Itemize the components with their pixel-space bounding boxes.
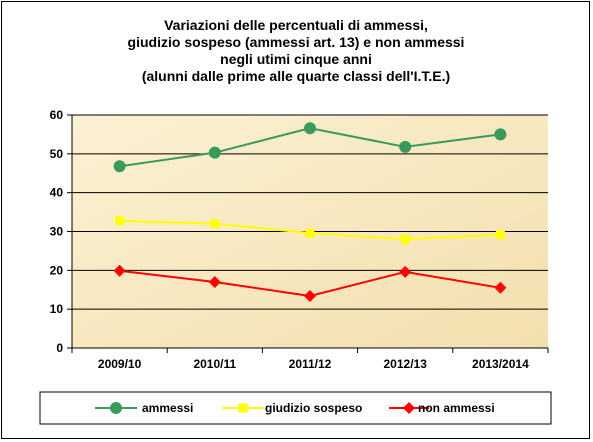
y-tick-label: 0	[56, 341, 63, 355]
x-axis-tick-labels: 2009/10 2010/11 2011/12 2012/13 2013/2014	[98, 357, 529, 371]
data-point-giudizio-sospeso	[115, 216, 125, 226]
legend-item-ammessi: ammessi	[95, 401, 193, 415]
legend-items: ammessi giudizio sospeso non ammessi	[95, 401, 495, 415]
y-tick-label: 60	[50, 108, 64, 122]
series-lines	[113, 122, 507, 302]
data-point-non-ammessi	[399, 265, 412, 278]
data-point-non-ammessi	[208, 275, 221, 288]
y-tick-label: 10	[50, 302, 64, 316]
x-tick-label: 2011/12	[289, 357, 332, 371]
legend-item-non-ammessi: non ammessi	[389, 401, 495, 415]
chart-title-line-3: negli utimi cinque anni	[220, 51, 372, 67]
legend-label-non-ammessi: non ammessi	[418, 401, 495, 415]
x-tick-label: 2012/13	[384, 357, 428, 371]
legend-label-giudizio-sospeso: giudizio sospeso	[265, 401, 362, 415]
x-tick-label: 2010/11	[193, 357, 236, 371]
legend-label-ammessi: ammessi	[142, 401, 193, 415]
data-point-ammessi	[208, 146, 221, 159]
data-point-non-ammessi	[494, 281, 507, 294]
chart-title-line-4: (alunni dalle prime alle quarte classi d…	[142, 68, 450, 84]
data-point-giudizio-sospeso	[305, 228, 315, 238]
data-point-ammessi	[113, 160, 126, 173]
y-axis-tick-labels: 0 10 20 30 40 50 60	[50, 108, 64, 355]
data-point-non-ammessi	[113, 264, 126, 277]
data-point-giudizio-sospeso	[400, 234, 410, 244]
x-tick-label: 2013/2014	[472, 357, 529, 371]
data-point-giudizio-sospeso	[495, 230, 505, 240]
data-point-non-ammessi	[304, 289, 316, 302]
data-point-ammessi	[494, 128, 507, 141]
data-point-ammessi	[399, 140, 412, 153]
y-tick-label: 40	[50, 186, 64, 200]
chart-title: Variazioni delle percentuali di ammessi,…	[128, 17, 465, 84]
x-tick-label: 2009/10	[98, 357, 142, 371]
legend-item-giudizio-sospeso: giudizio sospeso	[222, 401, 362, 415]
y-tick-label: 30	[50, 225, 64, 239]
y-tick-label: 20	[50, 263, 64, 277]
data-point-giudizio-sospeso	[210, 219, 220, 229]
legend-marker-giudizio-sospeso	[238, 403, 248, 413]
data-point-ammessi	[304, 122, 316, 135]
y-tick-label: 50	[50, 147, 64, 161]
chart-title-line-1: Variazioni delle percentuali di ammessi,	[164, 17, 428, 33]
series-ammessi	[113, 122, 507, 173]
series-giudizio-sospeso	[115, 216, 505, 244]
series-non-ammessi	[113, 264, 507, 302]
legend-marker-non-ammessi	[403, 402, 415, 414]
chart-title-line-2: giudizio sospeso (ammessi art. 13) e non…	[128, 34, 465, 50]
legend-marker-ammessi	[110, 402, 122, 414]
